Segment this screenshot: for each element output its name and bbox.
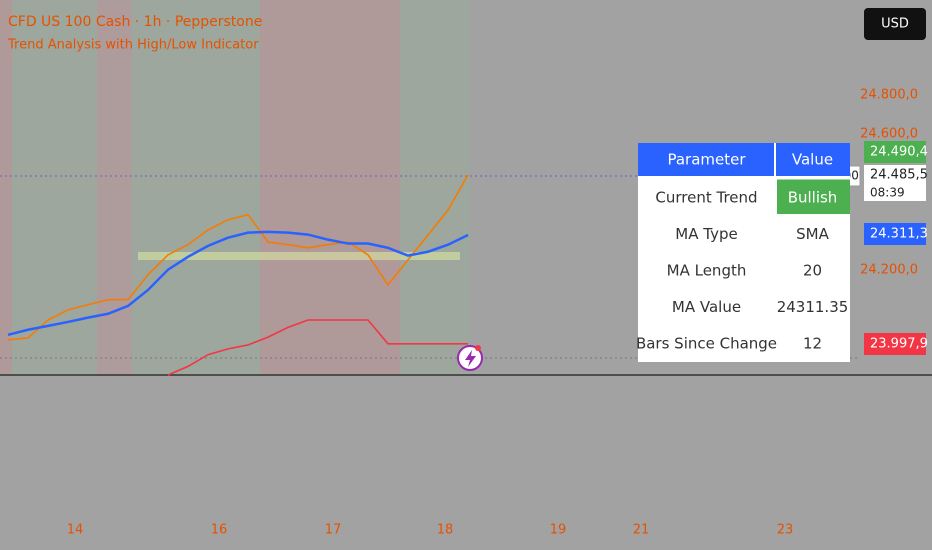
session-band [97,0,132,375]
countdown: 08:39 [870,186,905,200]
time-label: 18 [437,523,454,538]
chart-title: CFD US 100 Cash · 1h · Pepperstone [8,14,262,30]
price-label: 24.600,0 [860,127,918,142]
series-line [167,319,468,376]
table-cell: 20 [803,261,822,279]
time-label: 19 [550,523,567,538]
time-label: 16 [211,523,228,538]
alert-dot [475,345,481,351]
session-band [260,0,400,375]
last-badge [864,165,926,201]
currency-label: USD [881,17,909,32]
table-header-cell: Value [792,151,833,169]
table-cell: MA Length [667,261,747,279]
time-label: 23 [777,523,794,538]
close-badge [864,141,926,163]
time-label: 17 [325,523,342,538]
time-label: 14 [67,523,84,538]
alert-icon-bolt [465,350,476,367]
table-cell: Current Trend [655,188,757,206]
close-badge-text: 24.490,4 [870,145,928,160]
series-line [7,174,469,341]
ma-badge [864,223,926,245]
table-cell: 24311.35 [777,298,849,316]
session-band [12,0,97,375]
time-label: 21 [633,523,650,538]
stop-badge-text: 23.997,9 [870,337,928,352]
price-label: 24.800,0 [860,88,918,103]
table-header [638,143,850,176]
last-badge-text: 24.485,5 [870,168,928,183]
stop-badge [864,333,926,355]
table-cell: Bars Since Change [636,334,777,352]
currency-button[interactable] [864,8,926,40]
table-cell: 12 [803,334,822,352]
table-header-cell: Parameter [667,151,746,169]
series-line [7,230,469,337]
range-zone [138,252,460,260]
price-label: 24.200,0 [860,263,918,278]
table-cell: MA Value [672,298,741,316]
session-band [0,0,12,375]
session-band [400,0,470,375]
table-cell: SMA [796,225,829,243]
table-cell: Bullish [788,188,838,206]
ma-badge-text: 24.311,3 [870,227,928,242]
trend-cell [777,179,850,214]
session-band [132,0,260,375]
indicator-title: Trend Analysis with High/Low Indicator [7,38,259,53]
table-cell: MA Type [675,225,737,243]
